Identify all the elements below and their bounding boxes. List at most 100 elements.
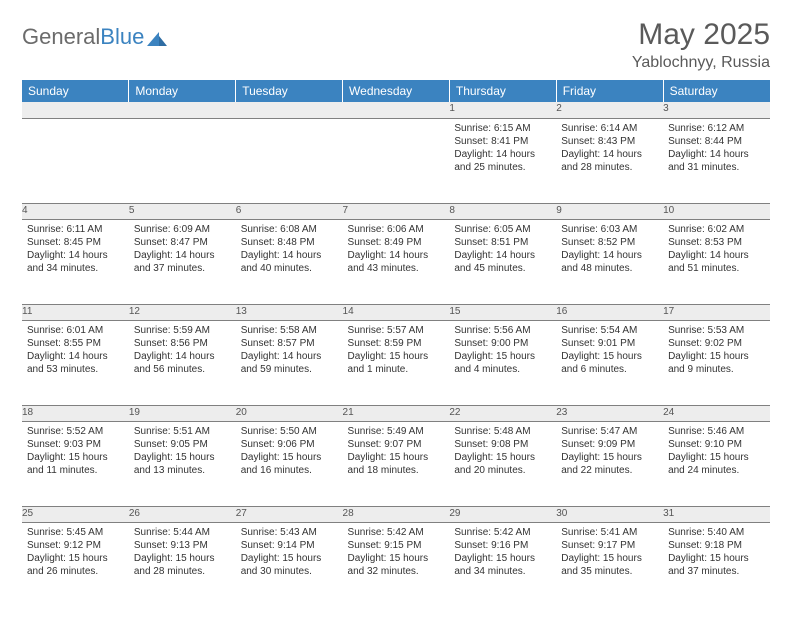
sunrise-line: Sunrise: 6:05 AM: [454, 223, 551, 236]
page-header: GeneralBlue May 2025 Yablochnyy, Russia: [22, 18, 770, 72]
day-number-cell: 18: [22, 405, 129, 421]
sunset-line: Sunset: 9:02 PM: [668, 337, 765, 350]
daylight-line: Daylight: 14 hours and 40 minutes.: [241, 249, 338, 275]
day-content-cell: Sunrise: 6:14 AMSunset: 8:43 PMDaylight:…: [556, 118, 663, 203]
day-content-cell: Sunrise: 5:59 AMSunset: 8:56 PMDaylight:…: [129, 320, 236, 405]
day-number-cell: 31: [663, 506, 770, 522]
sunset-line: Sunset: 9:14 PM: [241, 539, 338, 552]
day-content-cell: Sunrise: 6:02 AMSunset: 8:53 PMDaylight:…: [663, 219, 770, 304]
daylight-line: Daylight: 15 hours and 24 minutes.: [668, 451, 765, 477]
calendar-table: SundayMondayTuesdayWednesdayThursdayFrid…: [22, 80, 770, 607]
day-content-cell: Sunrise: 5:50 AMSunset: 9:06 PMDaylight:…: [236, 421, 343, 506]
weekday-header: Monday: [129, 80, 236, 102]
sunset-line: Sunset: 8:47 PM: [134, 236, 231, 249]
day-number-cell: 28: [343, 506, 450, 522]
brand-triangle-icon: [147, 26, 169, 42]
calendar-head: SundayMondayTuesdayWednesdayThursdayFrid…: [22, 80, 770, 102]
day-content-cell: [22, 118, 129, 203]
sunrise-line: Sunrise: 5:59 AM: [134, 324, 231, 337]
daylight-line: Daylight: 14 hours and 56 minutes.: [134, 350, 231, 376]
day-number-cell: [343, 102, 450, 118]
day-content-cell: Sunrise: 5:42 AMSunset: 9:15 PMDaylight:…: [343, 522, 450, 607]
day-number-cell: 10: [663, 203, 770, 219]
weekday-header: Saturday: [663, 80, 770, 102]
day-content-cell: Sunrise: 6:08 AMSunset: 8:48 PMDaylight:…: [236, 219, 343, 304]
day-number-cell: 7: [343, 203, 450, 219]
day-content-cell: Sunrise: 5:52 AMSunset: 9:03 PMDaylight:…: [22, 421, 129, 506]
day-number-cell: [22, 102, 129, 118]
day-details: Sunrise: 5:52 AMSunset: 9:03 PMDaylight:…: [22, 422, 129, 481]
day-details: Sunrise: 5:40 AMSunset: 9:18 PMDaylight:…: [663, 523, 770, 582]
daylight-line: Daylight: 15 hours and 35 minutes.: [561, 552, 658, 578]
day-details: Sunrise: 6:12 AMSunset: 8:44 PMDaylight:…: [663, 119, 770, 178]
sunset-line: Sunset: 9:06 PM: [241, 438, 338, 451]
day-details: Sunrise: 5:54 AMSunset: 9:01 PMDaylight:…: [556, 321, 663, 380]
day-content-cell: Sunrise: 6:06 AMSunset: 8:49 PMDaylight:…: [343, 219, 450, 304]
day-details: Sunrise: 6:01 AMSunset: 8:55 PMDaylight:…: [22, 321, 129, 380]
day-details: Sunrise: 5:49 AMSunset: 9:07 PMDaylight:…: [343, 422, 450, 481]
daylight-line: Daylight: 15 hours and 20 minutes.: [454, 451, 551, 477]
day-number-cell: [129, 102, 236, 118]
day-number-cell: 6: [236, 203, 343, 219]
sunrise-line: Sunrise: 5:57 AM: [348, 324, 445, 337]
day-details: Sunrise: 5:47 AMSunset: 9:09 PMDaylight:…: [556, 422, 663, 481]
calendar-body: 123Sunrise: 6:15 AMSunset: 8:41 PMDaylig…: [22, 102, 770, 607]
daylight-line: Daylight: 14 hours and 51 minutes.: [668, 249, 765, 275]
day-number-cell: 22: [449, 405, 556, 421]
day-details: Sunrise: 5:59 AMSunset: 8:56 PMDaylight:…: [129, 321, 236, 380]
day-number-cell: 4: [22, 203, 129, 219]
sunrise-line: Sunrise: 5:48 AM: [454, 425, 551, 438]
day-details: Sunrise: 5:56 AMSunset: 9:00 PMDaylight:…: [449, 321, 556, 380]
day-number-cell: 2: [556, 102, 663, 118]
day-number-row: 45678910: [22, 203, 770, 219]
sunrise-line: Sunrise: 5:45 AM: [27, 526, 124, 539]
day-content-cell: Sunrise: 5:46 AMSunset: 9:10 PMDaylight:…: [663, 421, 770, 506]
sunrise-line: Sunrise: 6:09 AM: [134, 223, 231, 236]
sunset-line: Sunset: 9:03 PM: [27, 438, 124, 451]
sunrise-line: Sunrise: 5:56 AM: [454, 324, 551, 337]
daylight-line: Daylight: 15 hours and 1 minute.: [348, 350, 445, 376]
sunset-line: Sunset: 9:13 PM: [134, 539, 231, 552]
day-details: Sunrise: 6:02 AMSunset: 8:53 PMDaylight:…: [663, 220, 770, 279]
day-number-cell: 29: [449, 506, 556, 522]
day-details: Sunrise: 5:48 AMSunset: 9:08 PMDaylight:…: [449, 422, 556, 481]
day-number-cell: 26: [129, 506, 236, 522]
sunrise-line: Sunrise: 5:42 AM: [454, 526, 551, 539]
day-content-cell: Sunrise: 6:05 AMSunset: 8:51 PMDaylight:…: [449, 219, 556, 304]
daylight-line: Daylight: 15 hours and 6 minutes.: [561, 350, 658, 376]
month-title: May 2025: [632, 18, 770, 52]
sunset-line: Sunset: 8:49 PM: [348, 236, 445, 249]
daylight-line: Daylight: 15 hours and 22 minutes.: [561, 451, 658, 477]
daylight-line: Daylight: 14 hours and 53 minutes.: [27, 350, 124, 376]
day-details: Sunrise: 5:45 AMSunset: 9:12 PMDaylight:…: [22, 523, 129, 582]
daylight-line: Daylight: 15 hours and 37 minutes.: [668, 552, 765, 578]
sunset-line: Sunset: 8:53 PM: [668, 236, 765, 249]
day-content-cell: Sunrise: 5:45 AMSunset: 9:12 PMDaylight:…: [22, 522, 129, 607]
sunrise-line: Sunrise: 5:42 AM: [348, 526, 445, 539]
daylight-line: Daylight: 15 hours and 18 minutes.: [348, 451, 445, 477]
day-number-cell: 17: [663, 304, 770, 320]
weekday-header: Thursday: [449, 80, 556, 102]
day-details: Sunrise: 5:44 AMSunset: 9:13 PMDaylight:…: [129, 523, 236, 582]
day-details: Sunrise: 6:11 AMSunset: 8:45 PMDaylight:…: [22, 220, 129, 279]
sunrise-line: Sunrise: 6:11 AM: [27, 223, 124, 236]
day-details: Sunrise: 5:42 AMSunset: 9:16 PMDaylight:…: [449, 523, 556, 582]
sunrise-line: Sunrise: 5:40 AM: [668, 526, 765, 539]
day-content-cell: Sunrise: 5:56 AMSunset: 9:00 PMDaylight:…: [449, 320, 556, 405]
day-content-cell: Sunrise: 5:43 AMSunset: 9:14 PMDaylight:…: [236, 522, 343, 607]
sunrise-line: Sunrise: 5:58 AM: [241, 324, 338, 337]
sunrise-line: Sunrise: 5:53 AM: [668, 324, 765, 337]
day-content-row: Sunrise: 5:45 AMSunset: 9:12 PM Daylight:…: [22, 522, 770, 607]
day-number-cell: 30: [556, 506, 663, 522]
day-number-cell: 15: [449, 304, 556, 320]
sunset-line: Sunset: 9:05 PM: [134, 438, 231, 451]
sunset-line: Sunset: 8:41 PM: [454, 135, 551, 148]
day-details: Sunrise: 5:50 AMSunset: 9:06 PMDaylight:…: [236, 422, 343, 481]
daylight-line: Daylight: 15 hours and 4 minutes.: [454, 350, 551, 376]
sunset-line: Sunset: 9:12 PM: [27, 539, 124, 552]
day-details: Sunrise: 5:58 AMSunset: 8:57 PMDaylight:…: [236, 321, 343, 380]
day-number-cell: 14: [343, 304, 450, 320]
day-details: Sunrise: 5:53 AMSunset: 9:02 PMDaylight:…: [663, 321, 770, 380]
day-details: Sunrise: 6:14 AMSunset: 8:43 PMDaylight:…: [556, 119, 663, 178]
day-number-row: 123: [22, 102, 770, 118]
